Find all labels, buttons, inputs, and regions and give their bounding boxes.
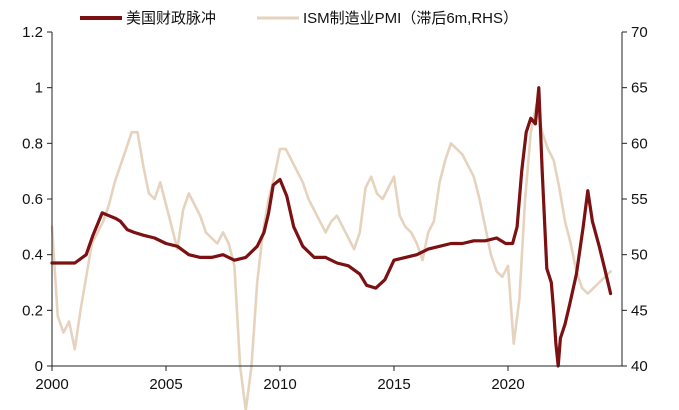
series-line-0 xyxy=(50,86,613,368)
legend-label-1: ISM制造业PMI（滞后6m,RHS） xyxy=(303,10,518,27)
y-right-tick-label: 55 xyxy=(631,191,648,208)
y-right-tick-label: 45 xyxy=(631,302,648,319)
y-left-tick-label: 0.6 xyxy=(22,191,43,208)
y-left-tick-label: 0.2 xyxy=(22,302,43,319)
x-tick-label: 2005 xyxy=(149,376,182,393)
y-right-tick-label: 40 xyxy=(631,358,648,375)
y-right-tick-label: 70 xyxy=(631,24,648,41)
y-left-tick-label: 0.4 xyxy=(22,247,43,264)
y-right-tick-label: 60 xyxy=(631,135,648,152)
y-right-tick-label: 65 xyxy=(631,80,648,97)
x-tick-label: 2020 xyxy=(491,376,524,393)
x-tick-label: 2015 xyxy=(377,376,410,393)
y-left-tick-label: 1.2 xyxy=(22,24,43,41)
legend: 美国财政脉冲 ISM制造业PMI（滞后6m,RHS） xyxy=(80,10,518,27)
legend-label-0: 美国财政脉冲 xyxy=(126,10,216,27)
x-tick-label: 2010 xyxy=(263,376,296,393)
series-line-1 xyxy=(50,103,612,410)
axes: 0 0.2 0.4 0.6 0.8 1 1.2 40 45 50 55 60 65 70 2000 2005 2… xyxy=(22,24,648,393)
y-right-tick-label: 50 xyxy=(631,247,648,264)
series-layer xyxy=(50,86,613,410)
y-left-tick-label: 0.8 xyxy=(22,135,43,152)
y-left-tick-label: 1 xyxy=(35,80,43,97)
x-tick-label: 2000 xyxy=(35,376,68,393)
y-left-tick-label: 0 xyxy=(35,358,43,375)
